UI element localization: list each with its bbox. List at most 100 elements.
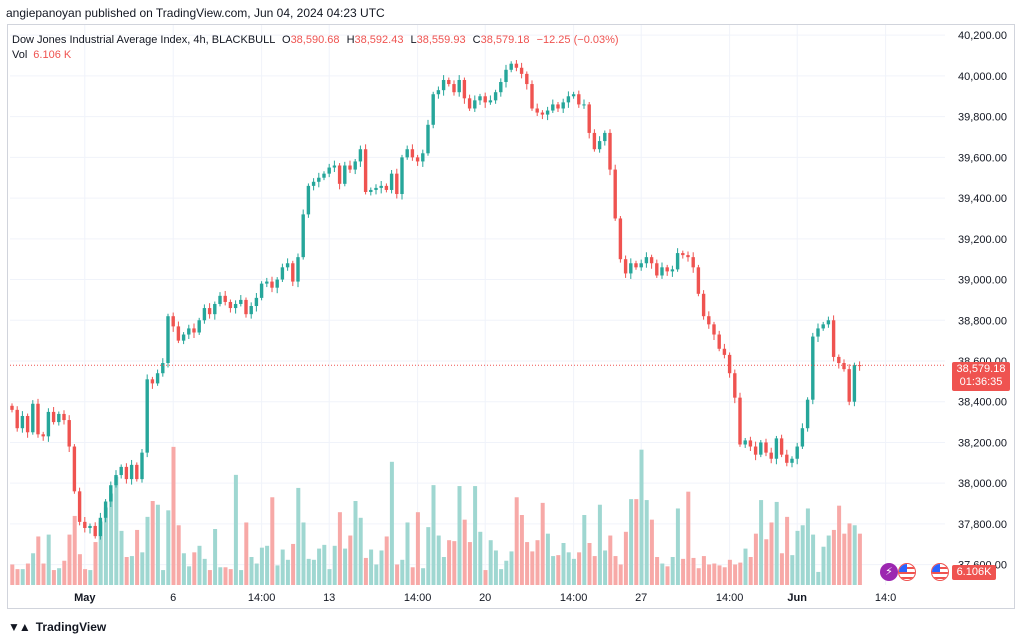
volume-bar (379, 550, 384, 585)
candle-body (31, 403, 35, 433)
volume-bar (811, 534, 816, 585)
volume-bar (109, 493, 114, 585)
price-tick-label: 38,400.00 (958, 397, 1007, 409)
candle-body (473, 100, 477, 109)
candle-body (748, 440, 753, 447)
volume-bar (233, 474, 238, 585)
volume-bar (748, 557, 753, 585)
volume-bar (369, 549, 374, 585)
us-flag-icon[interactable] (898, 563, 916, 581)
volume-bar (285, 559, 290, 585)
volume-bar (556, 555, 561, 585)
volume-bar (733, 564, 738, 585)
brand-name: TradingView (35, 620, 107, 634)
volume-bars (10, 446, 862, 585)
candle-body (681, 253, 685, 256)
chart-legend: Dow Jones Industrial Average Index, 4h, … (12, 33, 619, 63)
candle-body (353, 161, 357, 170)
time-tick-label: 14:0 (875, 592, 896, 604)
volume-bar (675, 508, 680, 585)
volume-bar (150, 501, 155, 585)
volume-bar (717, 565, 722, 585)
volume-bar (301, 522, 306, 585)
volume-bar (779, 553, 784, 585)
volume-value: 6.106 K (33, 49, 72, 61)
volume-bar (639, 449, 644, 585)
candle-body (753, 446, 758, 455)
change-value: −12.25 (−0.03%) (536, 34, 619, 46)
volume-bar (826, 535, 831, 585)
candle-body (717, 334, 721, 349)
candle-body (296, 257, 300, 282)
candle-body (249, 306, 253, 315)
volume-bar (478, 531, 483, 585)
candle-body (722, 348, 727, 355)
volume-bar (161, 570, 166, 585)
volume-bar (499, 569, 504, 585)
candle-body (441, 79, 446, 91)
candle-body (379, 185, 383, 188)
volume-bar (181, 553, 186, 585)
chart-frame[interactable] (7, 24, 1015, 609)
volume-bar (317, 548, 322, 585)
candle-body (727, 354, 732, 374)
volume-bar (649, 519, 654, 585)
volume-bar (857, 533, 862, 585)
candle-body (384, 185, 389, 190)
close-value: 38,579.18 (480, 34, 530, 46)
candle-body (764, 442, 768, 453)
volume-bar (93, 542, 98, 585)
candle-body (686, 255, 690, 258)
volume-bar (187, 566, 192, 585)
candle-body (155, 373, 160, 384)
candle-body (655, 263, 659, 276)
flash-icon[interactable]: ⚡ (880, 563, 898, 581)
time-tick-label: May (74, 592, 96, 604)
candle-body (400, 157, 404, 195)
volume-bar (363, 557, 368, 585)
candle-body (499, 82, 503, 93)
volume-bar (467, 542, 472, 585)
volume-bar (805, 508, 810, 585)
volume-bar (280, 549, 285, 585)
candle-body (20, 415, 25, 429)
footer-branding[interactable]: ▼▲ TradingView (8, 620, 106, 634)
volume-bar (88, 570, 93, 585)
volume-bar (348, 535, 353, 585)
volume-bar (629, 499, 634, 585)
candle-body (51, 411, 56, 423)
candle-body (223, 295, 227, 302)
candle-body (696, 267, 701, 294)
volume-bar (306, 558, 311, 585)
candle-body (369, 189, 373, 192)
volume-label: Vol (12, 49, 28, 61)
time-tick-label: 13 (323, 592, 335, 604)
volume-bar (753, 533, 758, 585)
candle-body (72, 446, 77, 492)
us-flag-icon[interactable] (931, 563, 949, 581)
candle-body (805, 399, 810, 429)
volume-bar (525, 542, 530, 585)
candle-body (389, 173, 394, 190)
volume-bar (462, 519, 467, 585)
candle-body (842, 363, 846, 370)
volume-bar (31, 553, 36, 585)
candle-body (348, 165, 352, 170)
volume-bar (389, 461, 394, 585)
volume-bar (218, 567, 223, 585)
volume-bar (129, 556, 134, 585)
tradingview-logo-icon: ▼▲ (8, 620, 31, 634)
volume-bar (10, 564, 15, 585)
volume-bar (540, 502, 545, 585)
grid-lines (10, 25, 945, 585)
volume-bar (51, 570, 56, 585)
volume-bar (384, 536, 389, 585)
candle-body (270, 281, 274, 288)
candle-body (103, 501, 108, 518)
candle-body (577, 94, 581, 105)
volume-bar (686, 491, 691, 585)
volume-bar (72, 515, 77, 585)
candle-body (415, 157, 420, 162)
candle-body (587, 104, 591, 133)
